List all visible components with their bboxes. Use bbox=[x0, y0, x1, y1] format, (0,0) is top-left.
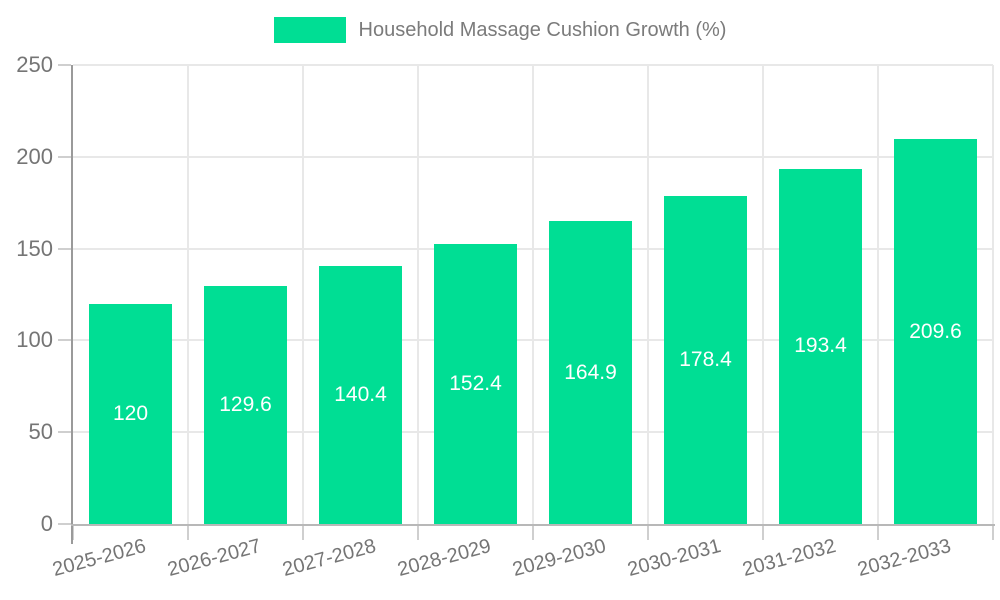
y-axis-tick-label: 150 bbox=[16, 235, 53, 261]
x-axis-tick bbox=[647, 526, 649, 540]
x-axis-category-label: 2029-2030 bbox=[510, 535, 609, 582]
y-axis-tick bbox=[58, 523, 71, 525]
x-axis-category-label: 2027-2028 bbox=[280, 535, 379, 582]
x-axis-category-label: 2032-2033 bbox=[855, 535, 954, 582]
y-axis-tick bbox=[58, 339, 71, 342]
x-axis-line bbox=[71, 524, 995, 526]
y-axis-tick bbox=[58, 431, 71, 434]
x-axis-tick bbox=[302, 526, 304, 540]
bar-value-label: 209.6 bbox=[909, 319, 962, 343]
y-axis-tick bbox=[58, 247, 71, 250]
y-axis-tick-label: 100 bbox=[16, 327, 53, 353]
y-axis-tick-label: 50 bbox=[28, 419, 53, 445]
bar-value-label: 164.9 bbox=[564, 360, 617, 384]
bar bbox=[779, 168, 862, 524]
bar bbox=[549, 221, 632, 524]
gridline-vertical bbox=[532, 65, 534, 524]
y-axis-tick-label: 250 bbox=[16, 52, 53, 77]
x-axis-category-label: 2026-2027 bbox=[165, 535, 264, 582]
x-axis-tick bbox=[762, 526, 764, 540]
y-axis-line bbox=[71, 65, 73, 544]
x-axis-category-label: 2031-2032 bbox=[740, 535, 839, 582]
gridline-vertical bbox=[992, 65, 994, 524]
x-axis-tick bbox=[877, 526, 879, 540]
bar-value-label: 152.4 bbox=[449, 372, 502, 396]
gridline-vertical bbox=[302, 65, 304, 524]
x-axis-tick bbox=[187, 526, 189, 540]
x-axis-category-label: 2030-2031 bbox=[625, 535, 724, 582]
bar bbox=[434, 244, 517, 524]
gridline-vertical bbox=[187, 65, 189, 524]
legend-label: Household Massage Cushion Growth (%) bbox=[358, 19, 727, 41]
y-axis-tick-label: 200 bbox=[16, 143, 53, 169]
x-axis-tick bbox=[72, 526, 74, 540]
y-axis-tick bbox=[58, 64, 71, 66]
bar bbox=[664, 196, 747, 524]
bar-value-label: 140.4 bbox=[334, 383, 387, 407]
x-axis-tick bbox=[992, 526, 994, 540]
x-axis-tick bbox=[417, 526, 419, 540]
legend[interactable]: Household Massage Cushion Growth (%) bbox=[0, 17, 1000, 43]
x-axis-tick bbox=[532, 526, 534, 540]
gridline-vertical bbox=[762, 65, 764, 524]
bar bbox=[319, 266, 402, 524]
bar-value-label: 120 bbox=[112, 401, 149, 425]
bar-value-label: 178.4 bbox=[679, 348, 732, 372]
bar-value-label: 129.6 bbox=[219, 393, 272, 417]
y-axis-tick-label: 0 bbox=[40, 511, 53, 536]
gridline-vertical bbox=[877, 65, 879, 524]
x-axis-category-label: 2028-2029 bbox=[395, 535, 494, 582]
bar bbox=[204, 286, 287, 524]
y-axis-tick bbox=[58, 155, 71, 158]
bar bbox=[89, 303, 172, 524]
bar-value-label: 193.4 bbox=[794, 334, 847, 358]
gridline-vertical bbox=[417, 65, 419, 524]
legend-swatch-icon bbox=[273, 17, 346, 43]
gridline-vertical bbox=[647, 65, 649, 524]
bar bbox=[894, 139, 977, 524]
x-axis-category-label: 2025-2026 bbox=[50, 535, 149, 582]
